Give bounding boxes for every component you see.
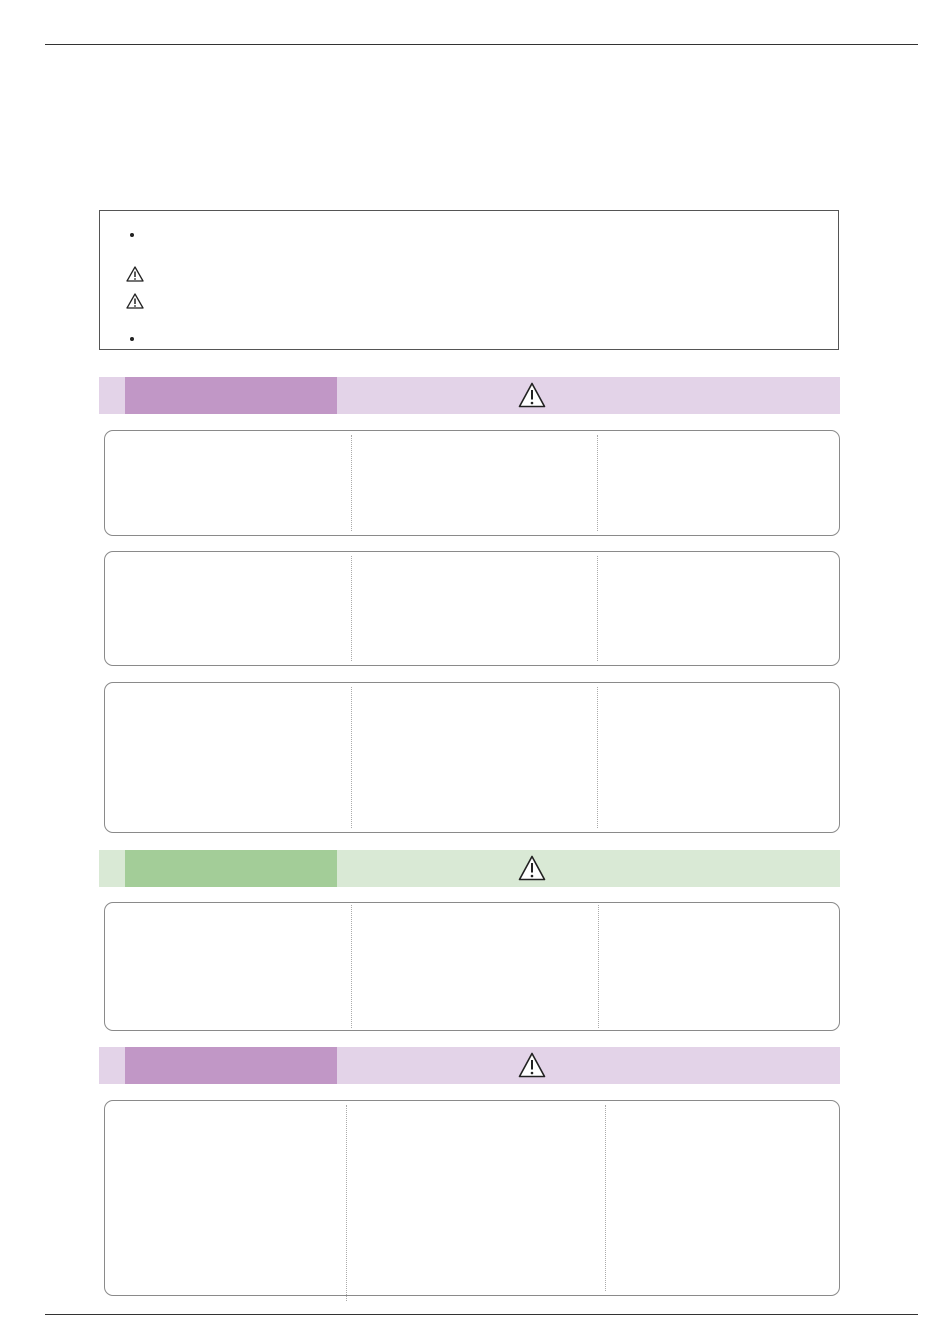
section-header-band: [99, 1047, 840, 1084]
footer-rule: [45, 1314, 918, 1315]
notice-bullet: [130, 233, 134, 237]
warning-triangle-icon: [126, 293, 144, 309]
notice-bullet: [130, 337, 134, 341]
column-divider: [351, 435, 352, 531]
warning-triangle-icon: [518, 1052, 546, 1078]
warning-triangle-icon: [518, 855, 546, 881]
column-divider: [598, 905, 599, 1028]
content-panel: [104, 682, 840, 833]
section-header-tab: [125, 377, 337, 414]
section-header-band: [99, 377, 840, 414]
content-panel: [104, 1100, 840, 1301]
header-rule: [45, 44, 918, 45]
content-panel: [104, 902, 840, 1031]
column-divider: [597, 556, 598, 661]
column-divider: [351, 687, 352, 828]
column-divider: [351, 556, 352, 661]
column-divider: [346, 1105, 347, 1301]
column-divider: [351, 905, 352, 1028]
section-header-tab: [125, 1047, 337, 1084]
column-divider: [597, 435, 598, 531]
column-divider: [605, 1105, 606, 1291]
column-divider: [597, 687, 598, 828]
content-panel: [104, 430, 840, 536]
content-panel: [104, 551, 840, 666]
warning-triangle-icon: [518, 382, 546, 408]
section-header-band: [99, 850, 840, 887]
notice-box: [99, 210, 839, 350]
warning-triangle-icon: [126, 266, 144, 282]
section-header-tab: [125, 850, 337, 887]
